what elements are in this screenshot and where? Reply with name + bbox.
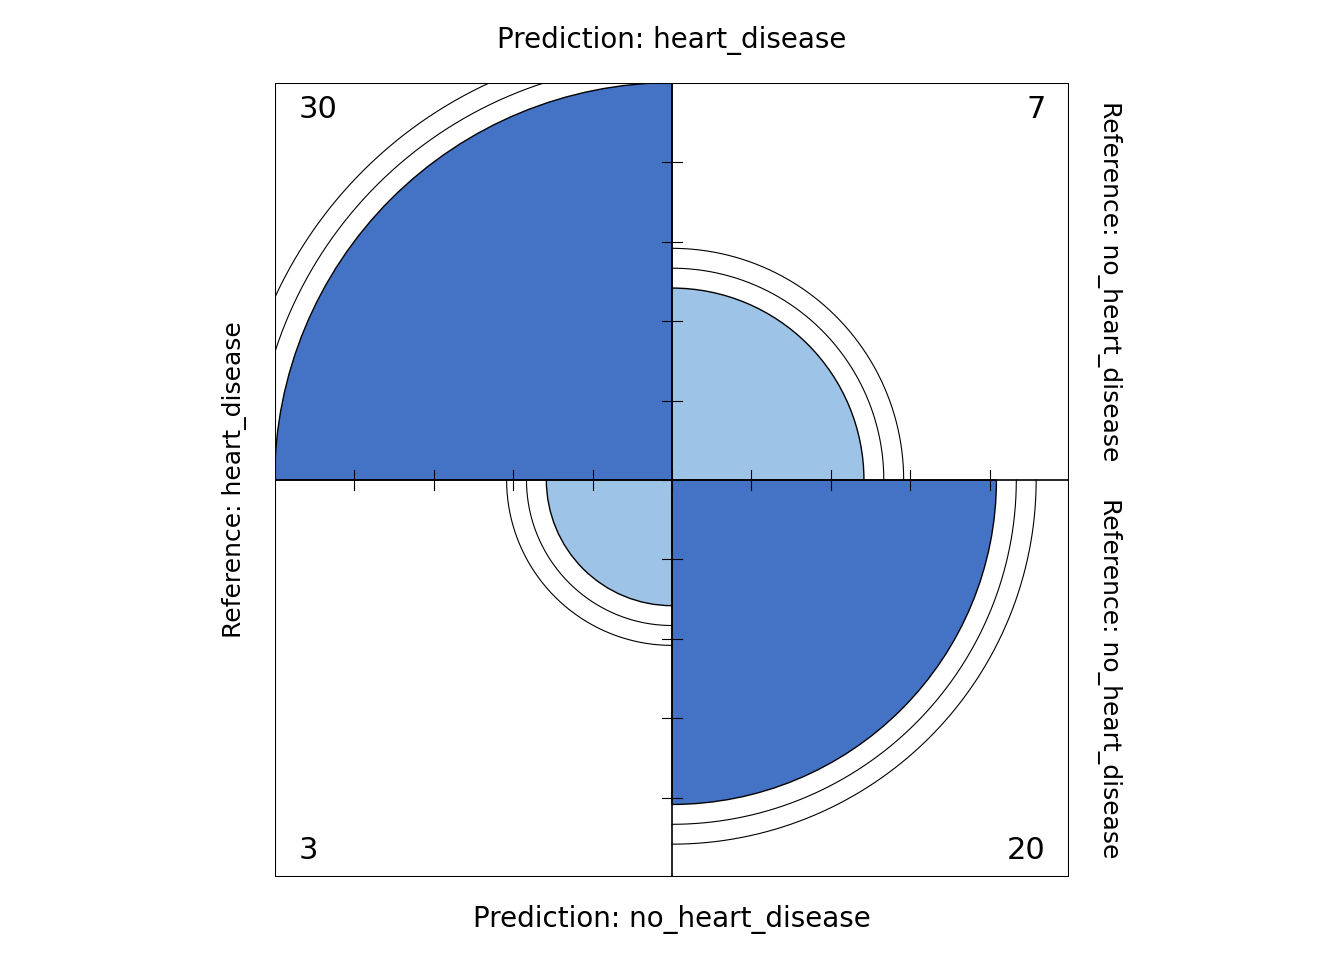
Text: 7: 7 bbox=[1025, 95, 1046, 124]
Text: Prediction: no_heart_disease: Prediction: no_heart_disease bbox=[473, 905, 871, 934]
Text: Reference: no_heart_disease: Reference: no_heart_disease bbox=[1097, 498, 1122, 859]
Wedge shape bbox=[672, 288, 864, 480]
Text: 30: 30 bbox=[298, 95, 337, 124]
Text: 20: 20 bbox=[1007, 836, 1046, 865]
Text: Reference: heart_disease: Reference: heart_disease bbox=[222, 322, 247, 638]
Text: Reference: no_heart_disease: Reference: no_heart_disease bbox=[1097, 101, 1122, 462]
Wedge shape bbox=[274, 83, 672, 480]
Wedge shape bbox=[547, 480, 672, 606]
Wedge shape bbox=[672, 480, 996, 804]
Text: Prediction: heart_disease: Prediction: heart_disease bbox=[497, 26, 847, 55]
Text: 3: 3 bbox=[298, 836, 319, 865]
